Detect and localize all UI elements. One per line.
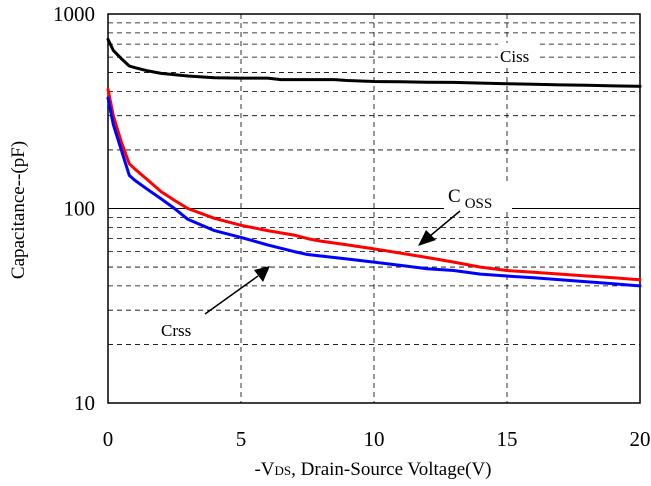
ciss-label: Ciss [500, 47, 529, 66]
x-axis-title-prefix: -V [254, 459, 274, 480]
crss-arrow [204, 266, 270, 315]
series-line-ciss [106, 37, 642, 88]
x-tick-label: 0 [103, 427, 114, 451]
y-tick-label: 10 [74, 391, 95, 415]
series-layer [106, 37, 642, 288]
coss-label-sub: OSS [465, 196, 493, 212]
y-tick-label: 100 [64, 197, 96, 221]
crss-label: Crss [161, 321, 191, 340]
x-tick-label: 20 [630, 427, 651, 451]
coss-arrow [418, 210, 461, 246]
series-line-coss [106, 87, 642, 282]
ciss-label-bg [498, 43, 536, 67]
x-tick-label: 5 [236, 427, 247, 451]
y-axis-title: Capacitance--(pF) [8, 141, 29, 279]
coss-label: C OSS [448, 186, 492, 212]
grid-lines [108, 14, 640, 403]
plot-frame [107, 13, 641, 404]
y-tick-label: 1000 [53, 2, 95, 26]
x-axis-title-sub: DS [275, 463, 292, 478]
coss-label-bg [444, 182, 512, 212]
crss-label-bg [158, 317, 200, 341]
x-tick-label: 15 [497, 427, 518, 451]
x-tick-label: 10 [364, 427, 385, 451]
coss-label-c: C [448, 186, 461, 207]
x-axis-title-suffix: , Drain-Source Voltage(V) [291, 459, 491, 480]
x-axis-title: -VDS, Drain-Source Voltage(V) [254, 459, 491, 480]
tick-labels: 0 5 10 15 20 10 100 1000 [53, 2, 651, 451]
series-line-crss [106, 96, 642, 288]
